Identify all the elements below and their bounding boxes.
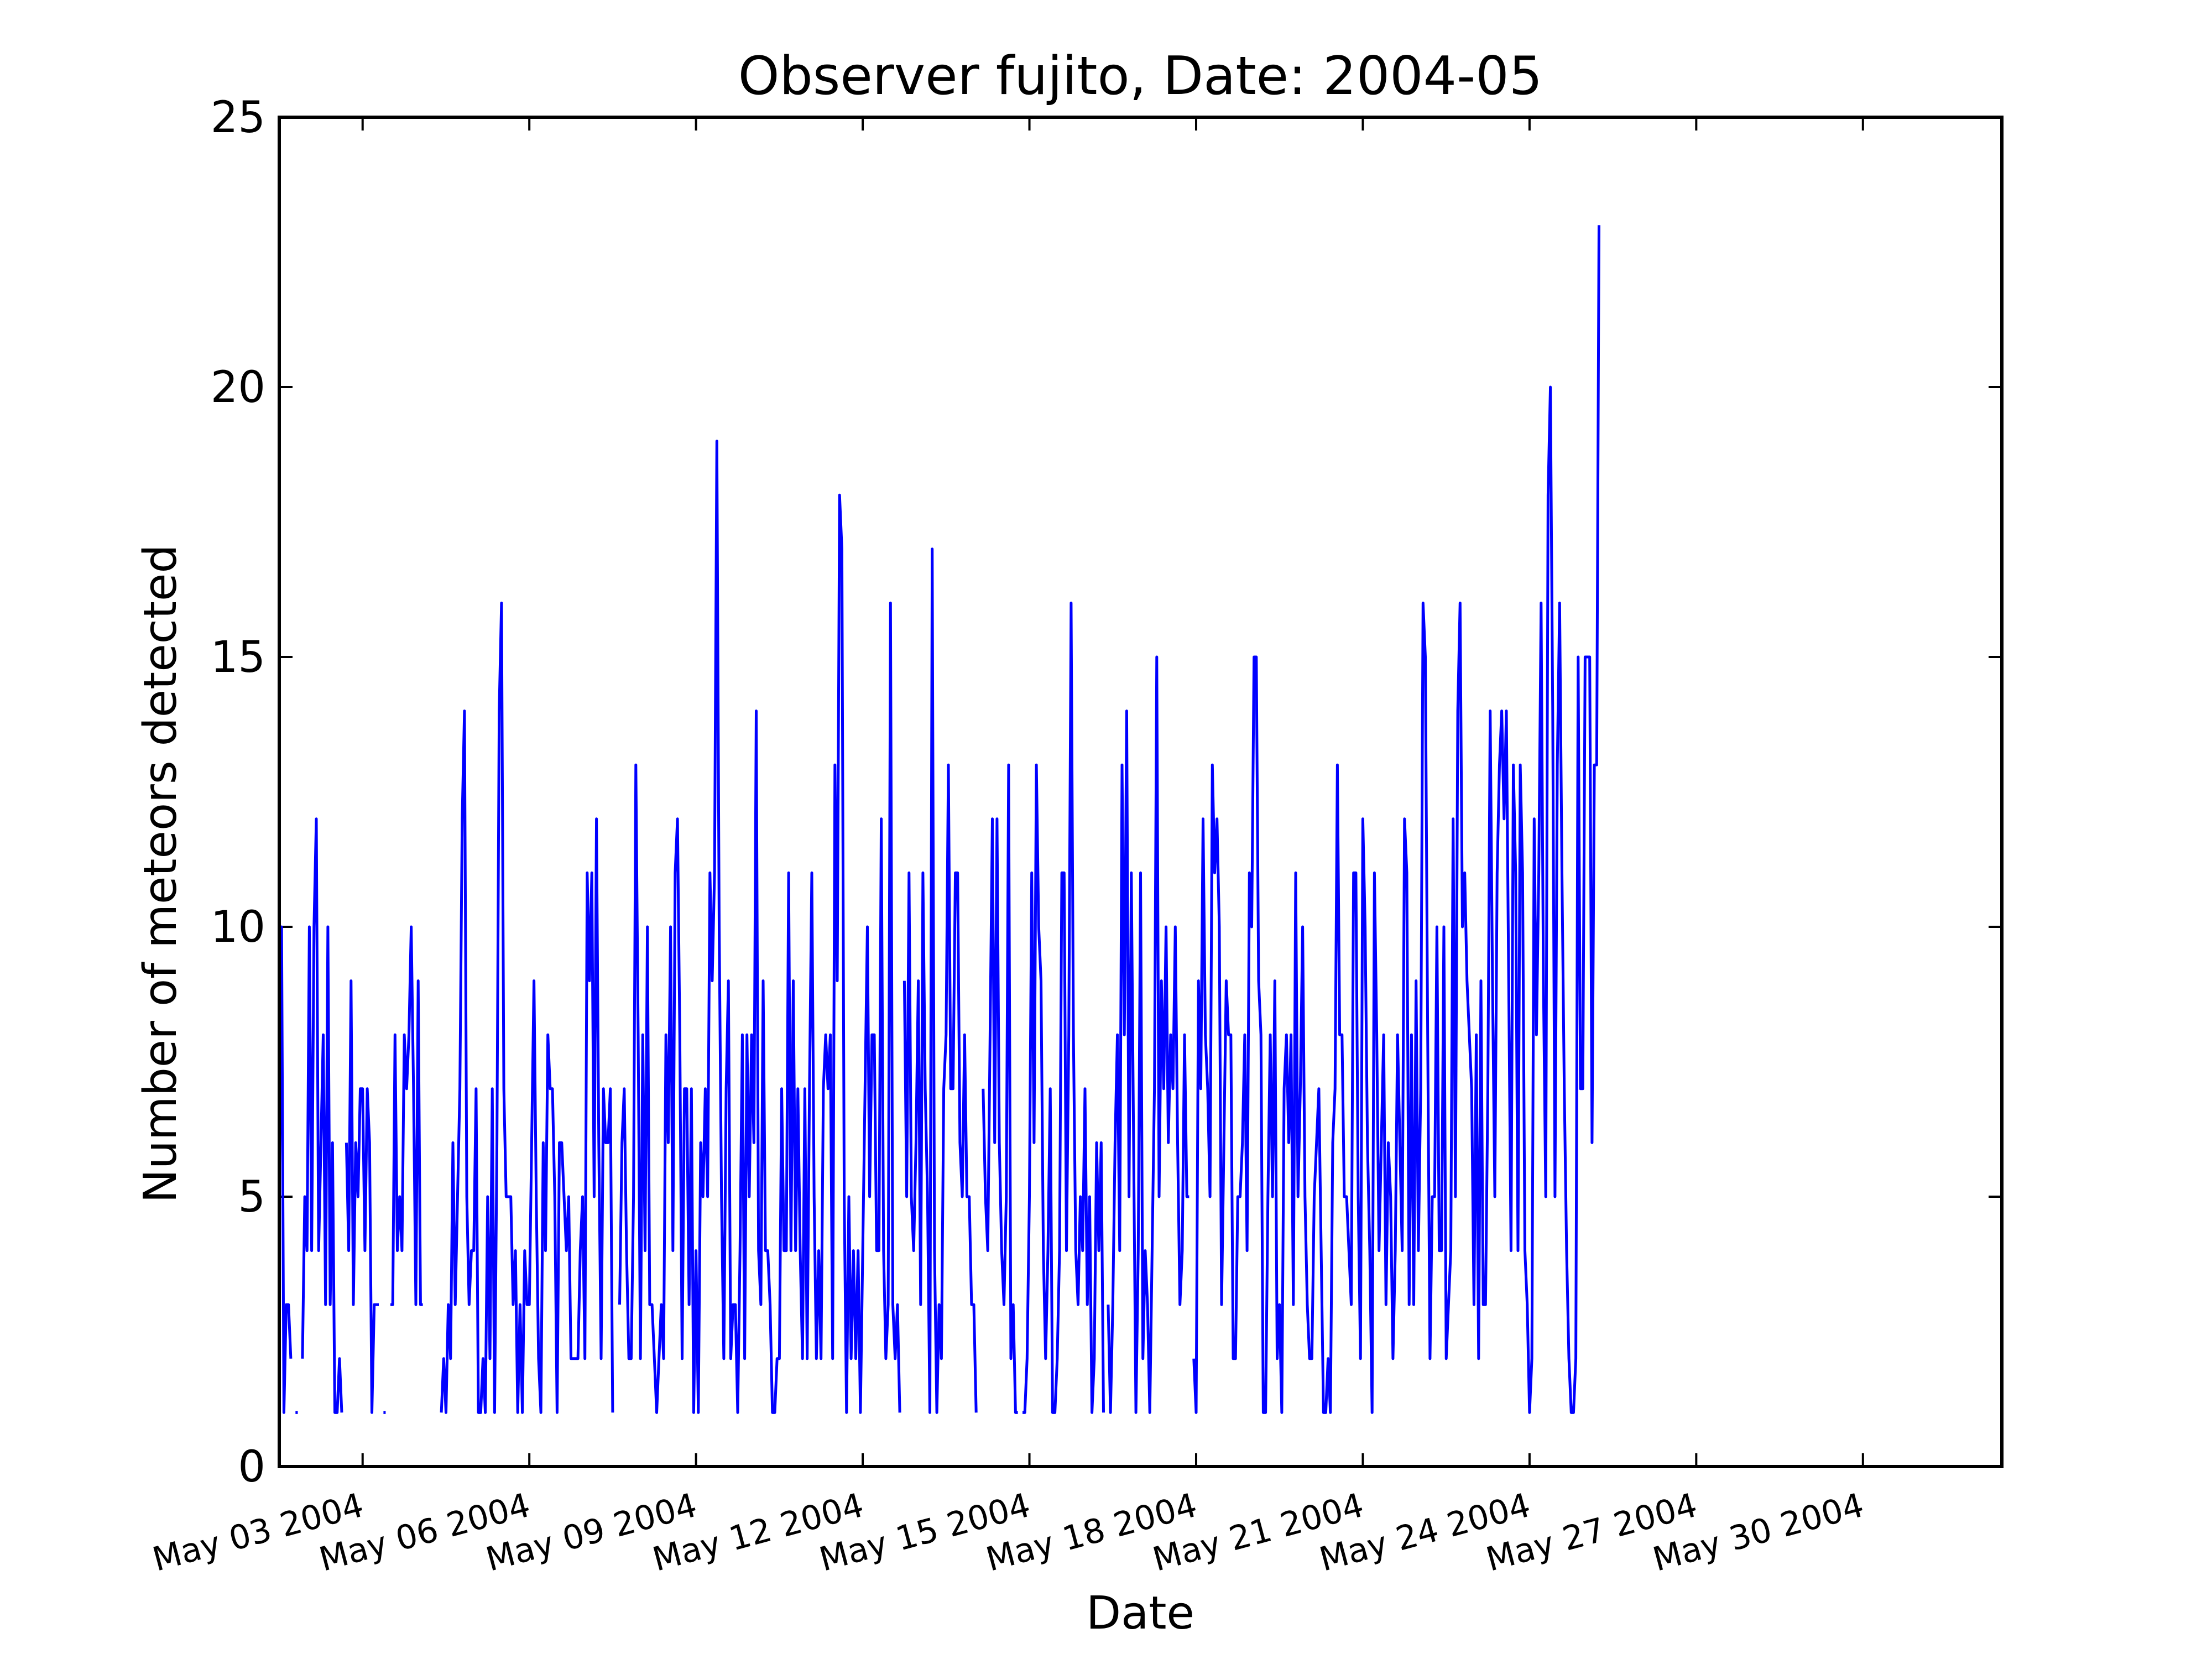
series-line-segment: [982, 763, 1018, 1414]
series-line-segment: [301, 817, 343, 1414]
series-line-segment: [390, 925, 423, 1306]
series-line-segment: [278, 925, 293, 1414]
series-line-segment: [902, 547, 978, 1414]
y-tick-label: 25: [211, 93, 265, 143]
y-axis-label: Number of meteors detected: [134, 544, 187, 1203]
series-line-segment: [1022, 601, 1105, 1414]
y-tick-label: 10: [211, 902, 265, 952]
series-line-segment: [345, 979, 379, 1414]
plot-frame: [278, 116, 2004, 1468]
y-axis: 0 5 10 15 20 25: [211, 93, 2002, 1492]
y-tick-label: 5: [238, 1172, 265, 1222]
plot-series: [278, 225, 1600, 1414]
x-axis-label: Date: [1086, 1587, 1194, 1640]
series-line-segment: [1192, 225, 1600, 1414]
chart-title: Observer fujito, Date: 2004-05: [738, 46, 1542, 107]
y-tick-label: 0: [238, 1442, 265, 1492]
y-tick-label: 20: [211, 363, 265, 413]
series-line-segment: [618, 440, 901, 1414]
y-tick-label: 15: [211, 633, 265, 682]
series-line-segment: [1107, 655, 1190, 1414]
series-line-segment: [440, 601, 614, 1414]
